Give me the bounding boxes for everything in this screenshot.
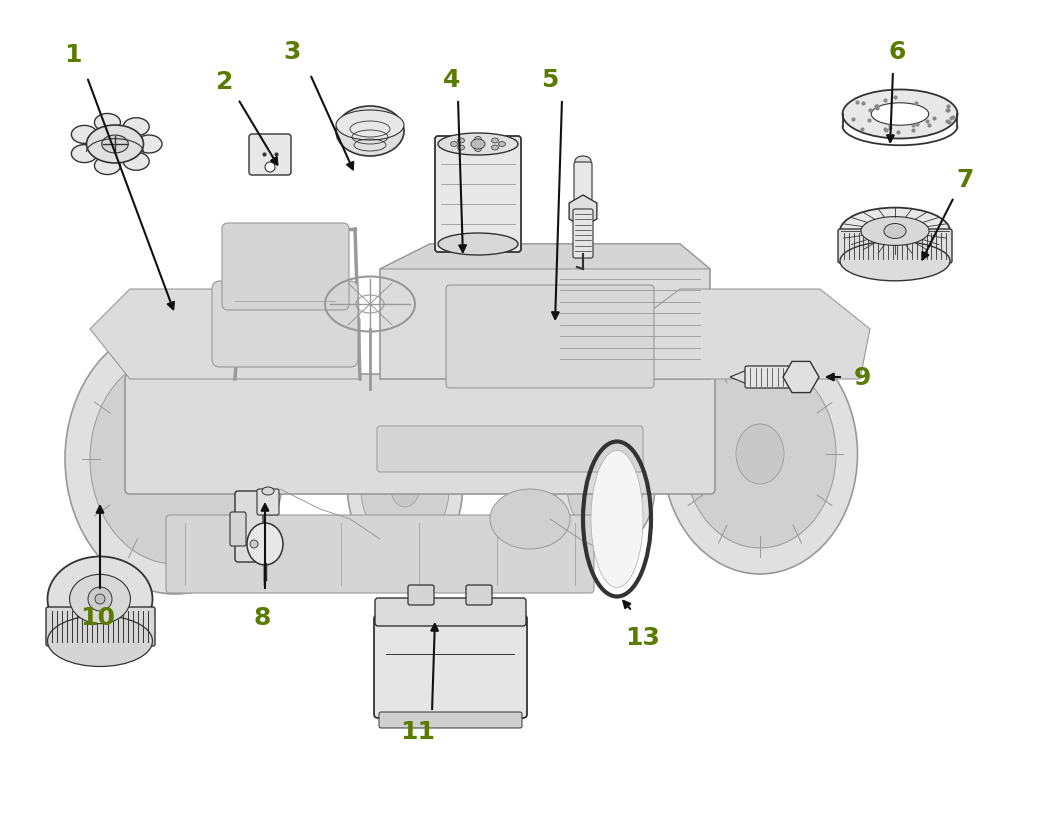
Text: 6: 6 bbox=[889, 40, 905, 64]
FancyBboxPatch shape bbox=[446, 285, 654, 389]
Text: 5: 5 bbox=[541, 68, 559, 92]
Ellipse shape bbox=[438, 134, 518, 155]
Text: 2: 2 bbox=[216, 70, 234, 94]
Polygon shape bbox=[380, 245, 710, 380]
Ellipse shape bbox=[65, 325, 285, 595]
Ellipse shape bbox=[491, 139, 499, 144]
Ellipse shape bbox=[555, 422, 656, 552]
FancyBboxPatch shape bbox=[375, 598, 526, 626]
FancyBboxPatch shape bbox=[435, 136, 521, 253]
Ellipse shape bbox=[471, 140, 485, 150]
Ellipse shape bbox=[593, 471, 617, 502]
FancyBboxPatch shape bbox=[466, 586, 492, 605]
Ellipse shape bbox=[250, 540, 258, 548]
Text: 11: 11 bbox=[400, 719, 435, 743]
Ellipse shape bbox=[474, 137, 482, 142]
Ellipse shape bbox=[663, 335, 858, 574]
Ellipse shape bbox=[94, 114, 121, 132]
Ellipse shape bbox=[591, 451, 643, 588]
FancyBboxPatch shape bbox=[257, 490, 279, 515]
Text: 7: 7 bbox=[956, 168, 973, 192]
Ellipse shape bbox=[457, 139, 465, 144]
FancyBboxPatch shape bbox=[374, 615, 527, 718]
Ellipse shape bbox=[684, 361, 836, 548]
Ellipse shape bbox=[336, 107, 403, 157]
Ellipse shape bbox=[94, 157, 121, 175]
Ellipse shape bbox=[499, 142, 505, 147]
Ellipse shape bbox=[567, 437, 643, 537]
Polygon shape bbox=[730, 370, 747, 385]
Ellipse shape bbox=[262, 487, 274, 495]
Text: 3: 3 bbox=[284, 40, 301, 64]
Ellipse shape bbox=[391, 471, 419, 508]
FancyBboxPatch shape bbox=[212, 282, 358, 367]
FancyBboxPatch shape bbox=[222, 224, 349, 311]
FancyBboxPatch shape bbox=[838, 230, 952, 264]
FancyBboxPatch shape bbox=[230, 513, 246, 547]
Ellipse shape bbox=[490, 490, 570, 549]
FancyBboxPatch shape bbox=[744, 366, 791, 389]
Polygon shape bbox=[90, 289, 360, 380]
Ellipse shape bbox=[736, 424, 784, 485]
FancyBboxPatch shape bbox=[125, 375, 715, 495]
Ellipse shape bbox=[87, 126, 144, 164]
Ellipse shape bbox=[450, 142, 457, 147]
Ellipse shape bbox=[457, 146, 465, 151]
Text: 13: 13 bbox=[626, 625, 661, 649]
Ellipse shape bbox=[336, 111, 403, 141]
Ellipse shape bbox=[265, 163, 275, 173]
FancyBboxPatch shape bbox=[235, 491, 263, 562]
Ellipse shape bbox=[474, 147, 482, 152]
Ellipse shape bbox=[843, 90, 957, 139]
Ellipse shape bbox=[88, 587, 112, 611]
Ellipse shape bbox=[136, 136, 162, 154]
Ellipse shape bbox=[884, 224, 907, 239]
Ellipse shape bbox=[123, 118, 149, 136]
Ellipse shape bbox=[123, 153, 149, 171]
Ellipse shape bbox=[575, 157, 591, 167]
Ellipse shape bbox=[71, 127, 97, 144]
Ellipse shape bbox=[48, 557, 152, 642]
Text: 8: 8 bbox=[253, 605, 271, 629]
Ellipse shape bbox=[95, 595, 105, 605]
Ellipse shape bbox=[840, 242, 950, 281]
Ellipse shape bbox=[102, 136, 128, 154]
FancyBboxPatch shape bbox=[46, 607, 155, 646]
FancyBboxPatch shape bbox=[377, 427, 643, 472]
Ellipse shape bbox=[361, 433, 449, 547]
FancyBboxPatch shape bbox=[166, 515, 594, 593]
Ellipse shape bbox=[861, 218, 929, 246]
Ellipse shape bbox=[872, 103, 929, 126]
FancyBboxPatch shape bbox=[249, 135, 291, 176]
Ellipse shape bbox=[438, 234, 518, 256]
Polygon shape bbox=[380, 245, 710, 270]
Ellipse shape bbox=[147, 425, 202, 494]
Ellipse shape bbox=[247, 523, 283, 566]
Polygon shape bbox=[640, 289, 870, 380]
FancyBboxPatch shape bbox=[573, 210, 593, 259]
Ellipse shape bbox=[347, 415, 463, 563]
Ellipse shape bbox=[71, 146, 97, 164]
Text: 10: 10 bbox=[80, 605, 115, 629]
Text: 4: 4 bbox=[444, 68, 461, 92]
Ellipse shape bbox=[840, 208, 950, 255]
Ellipse shape bbox=[48, 616, 152, 667]
FancyBboxPatch shape bbox=[408, 586, 434, 605]
Ellipse shape bbox=[70, 575, 130, 624]
Text: 9: 9 bbox=[854, 366, 870, 390]
FancyBboxPatch shape bbox=[574, 163, 592, 202]
Ellipse shape bbox=[491, 146, 499, 151]
FancyBboxPatch shape bbox=[379, 712, 522, 728]
Text: 1: 1 bbox=[65, 43, 82, 67]
Ellipse shape bbox=[90, 355, 261, 564]
